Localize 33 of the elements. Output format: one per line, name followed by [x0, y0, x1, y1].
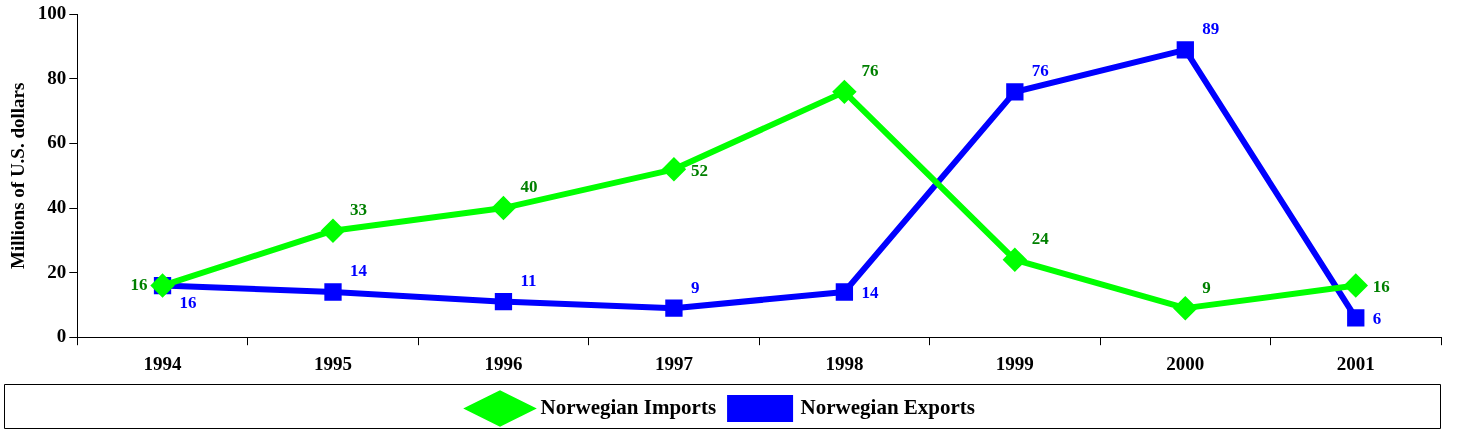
y-axis-title: Millions of U.S. dollars [7, 82, 29, 269]
data-label: 52 [690, 160, 708, 180]
x-tick-label: 1997 [654, 352, 694, 374]
data-label: 6 [1372, 309, 1382, 329]
data-label: 9 [1202, 277, 1211, 297]
x-tick-label: 2000 [1166, 352, 1205, 374]
data-label: 24 [1031, 229, 1050, 249]
data-label: 14 [861, 283, 879, 303]
y-tick-label: 0 [56, 325, 67, 347]
data-label: 76 [861, 61, 879, 81]
data-label: 33 [349, 200, 367, 220]
data-label: 76 [1031, 61, 1049, 81]
y-tick-label: 60 [47, 131, 67, 153]
data-label: 11 [520, 271, 537, 291]
x-tick-label: 2001 [1336, 352, 1375, 374]
legend-label: Norwegian Exports [800, 394, 975, 419]
x-tick-label: 1995 [313, 352, 352, 374]
data-label: 16 [179, 292, 197, 312]
x-tick-label: 1994 [143, 352, 183, 374]
x-tick-label: 1999 [995, 352, 1034, 374]
data-label: 16 [1372, 276, 1390, 296]
x-tick-label: 1998 [825, 352, 864, 374]
legend-label: Norwegian Imports [540, 394, 717, 419]
data-label: 16 [130, 274, 148, 294]
data-label: 40 [520, 177, 538, 197]
data-label: 9 [690, 277, 700, 297]
data-label: 14 [349, 261, 368, 281]
y-tick-label: 40 [47, 195, 67, 217]
y-tick-label: 100 [37, 2, 67, 24]
data-label: 89 [1202, 19, 1220, 39]
x-tick-label: 1996 [484, 352, 523, 374]
y-tick-label: 20 [47, 260, 67, 282]
y-tick-label: 80 [47, 66, 67, 88]
